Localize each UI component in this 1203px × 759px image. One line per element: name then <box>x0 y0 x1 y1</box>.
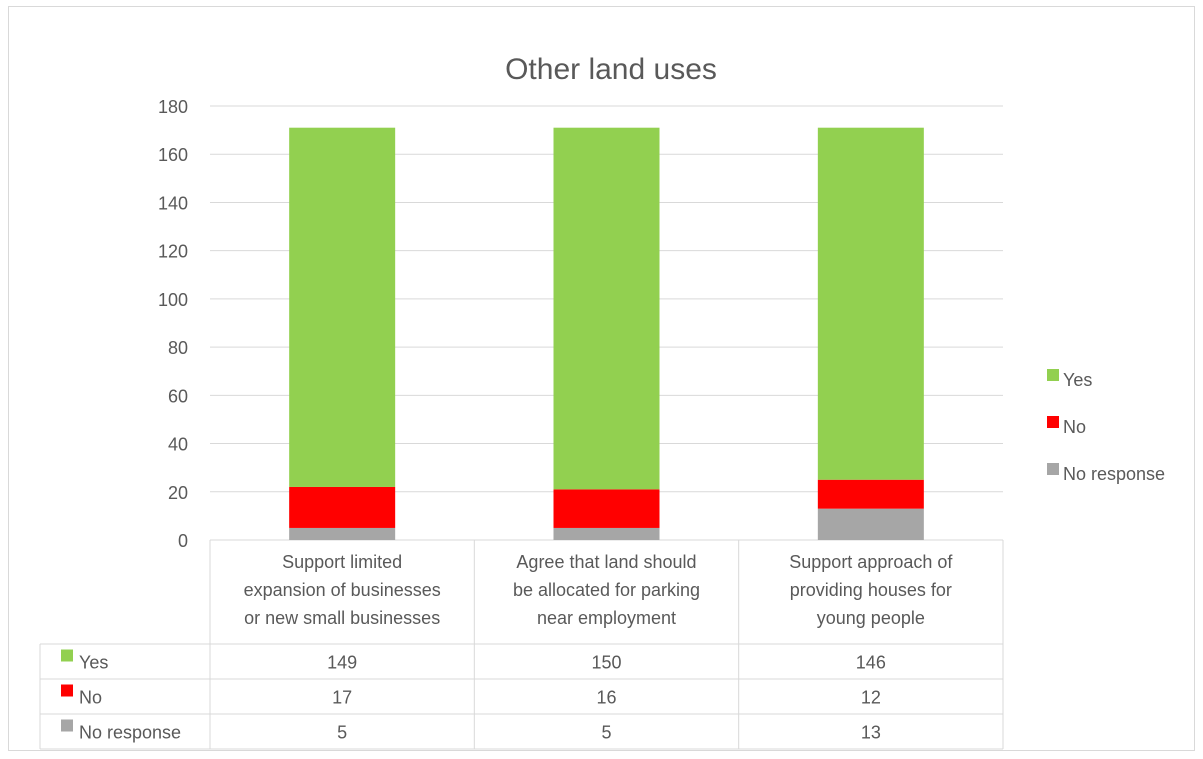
bar-yes <box>289 127 396 487</box>
category-label: or new small businesses <box>244 608 440 628</box>
category-label: Agree that land should <box>516 552 696 572</box>
y-tick-label: 160 <box>158 145 188 165</box>
table-cell: 146 <box>856 653 886 673</box>
table-legend-swatch <box>61 684 73 697</box>
category-label: expansion of businesses <box>244 580 441 600</box>
legend-swatch <box>1047 416 1059 428</box>
legend: Yes No No response <box>1047 369 1165 484</box>
category-label: providing houses for <box>790 580 952 600</box>
table-cell: 150 <box>591 653 621 673</box>
y-tick-label: 100 <box>158 290 188 310</box>
category-label: be allocated for parking <box>513 580 700 600</box>
y-tick-label: 20 <box>168 483 188 503</box>
category-label: young people <box>817 608 925 628</box>
y-tick-label: 0 <box>178 531 188 551</box>
legend-label: No <box>1063 417 1086 437</box>
bar-no-response <box>817 508 924 540</box>
legend-label: No response <box>1063 464 1165 484</box>
bar-no-response <box>289 527 396 540</box>
chart-title: Other land uses <box>505 53 717 86</box>
category-label: Support limited <box>282 552 402 572</box>
y-tick-label: 60 <box>168 386 188 406</box>
y-tick-label: 80 <box>168 338 188 358</box>
table-row-header: No response <box>79 723 181 743</box>
table-cell: 17 <box>332 688 352 708</box>
table-cell: 16 <box>596 688 616 708</box>
y-tick-label: 180 <box>158 97 188 117</box>
bar-yes <box>817 127 924 480</box>
table-cell: 5 <box>601 723 611 743</box>
table-cell: 12 <box>861 688 881 708</box>
bar-no <box>817 479 924 509</box>
bar-no <box>553 489 660 528</box>
y-tick-label: 140 <box>158 193 188 213</box>
table-row-header: No <box>79 688 102 708</box>
chart-frame <box>8 6 1195 751</box>
legend-swatch <box>1047 369 1059 381</box>
data-table: Support limited expansion of businesses or… <box>39 540 1004 750</box>
table-cell: 5 <box>337 723 347 743</box>
table-cell: 149 <box>327 653 357 673</box>
bar-no-response <box>553 527 660 540</box>
table-legend-swatch <box>61 649 73 662</box>
bars <box>289 127 924 540</box>
category-label: near employment <box>537 608 676 628</box>
table-cell: 13 <box>861 723 881 743</box>
y-tick-label: 40 <box>168 435 188 455</box>
bar-yes <box>553 127 660 490</box>
category-label: Support approach of <box>789 552 953 572</box>
table-legend-swatch <box>61 719 73 732</box>
y-tick-label: 120 <box>158 242 188 262</box>
table-row-header: Yes <box>79 653 108 673</box>
legend-label: Yes <box>1063 370 1092 390</box>
y-axis: 0 20 40 60 80 100 120 140 160 180 <box>158 97 188 551</box>
legend-swatch <box>1047 463 1059 475</box>
bar-no <box>289 486 396 528</box>
